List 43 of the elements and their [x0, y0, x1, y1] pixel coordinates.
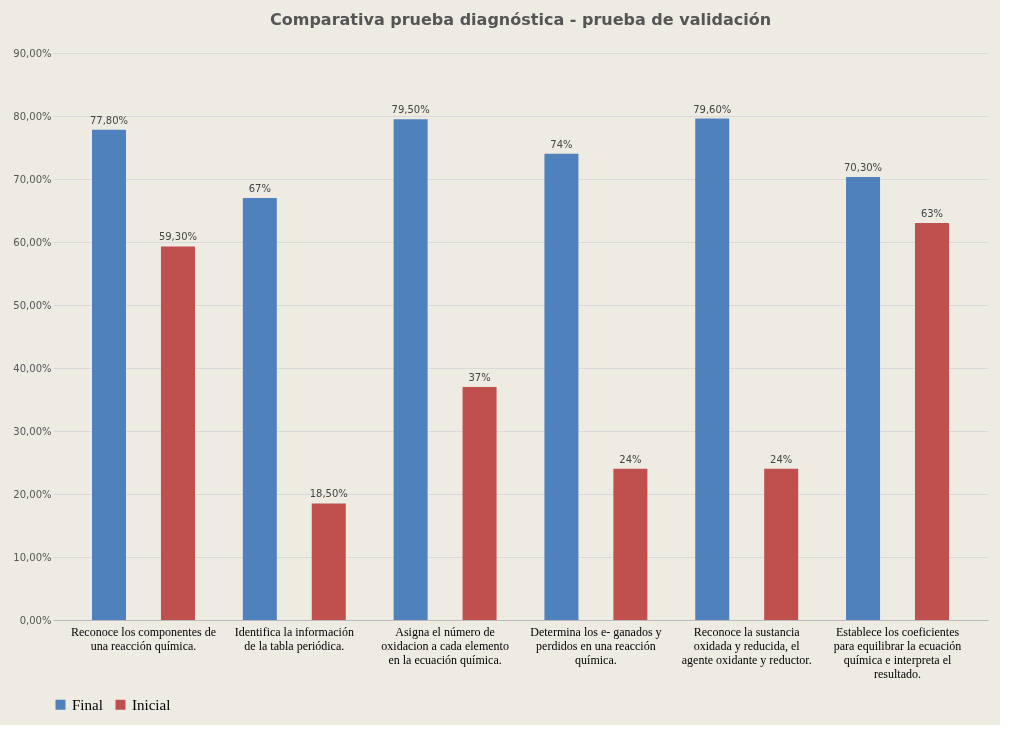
- bar: [92, 129, 127, 620]
- y-tick-label: 80,00%: [13, 110, 52, 122]
- bar: [846, 177, 881, 620]
- data-label: 63%: [920, 208, 944, 220]
- bar: [311, 503, 346, 620]
- data-label: 70,30%: [843, 162, 883, 174]
- y-tick-label: 20,00%: [13, 488, 52, 500]
- bar: [242, 197, 277, 620]
- legend-label: Final: [72, 696, 103, 713]
- y-tick-label: 40,00%: [13, 362, 52, 374]
- bar: [462, 386, 497, 620]
- x-tick-label: Identifica la información de la tabla periódica.: [234, 624, 354, 653]
- y-tick-label: 10,00%: [13, 551, 52, 563]
- bar: [544, 153, 579, 620]
- x-tick-label: Establece los coeficientes para equilibrar la ecuación química e interpreta el resultado.: [833, 624, 962, 681]
- bar: [160, 246, 195, 620]
- bar: [914, 223, 949, 620]
- bar: [695, 118, 730, 620]
- bar: [613, 468, 648, 620]
- data-label: 18,50%: [309, 488, 348, 500]
- x-tick-label: Reconoce la sustancia oxidada y reducida, el agente oxidante y reductor.: [681, 624, 812, 667]
- y-tick-label: 50,00%: [13, 299, 52, 311]
- y-tick-label: 30,00%: [13, 425, 52, 437]
- chart-title: Comparativa prueba diagnóstica - prueba de validación: [269, 10, 772, 29]
- data-label: 67%: [248, 182, 271, 194]
- x-tick-label: Reconoce los componentes de una reacción química.: [71, 624, 216, 653]
- y-tick-label: 0,00%: [19, 614, 52, 626]
- data-label: 77,80%: [89, 114, 129, 126]
- bar: [393, 119, 428, 620]
- x-tick-label: Determina los e- ganados y perdidos en una reacción química.: [530, 624, 662, 667]
- data-label: 24%: [770, 453, 793, 465]
- y-tick-label: 60,00%: [13, 236, 52, 248]
- y-tick-label: 70,00%: [13, 173, 52, 185]
- bar: [764, 468, 799, 620]
- data-label: 37%: [468, 371, 491, 383]
- legend-label: Inicial: [132, 696, 171, 713]
- data-label: 59,30%: [158, 231, 198, 243]
- y-tick-label: 90,00%: [13, 47, 52, 59]
- data-label: 74%: [550, 138, 573, 150]
- x-tick-label: Asigna el número de oxidacion a cada elemento en la ecuación química.: [381, 624, 509, 667]
- data-label: 24%: [619, 453, 642, 465]
- data-label: 79,60%: [693, 103, 732, 115]
- data-label: 79,50%: [391, 104, 430, 116]
